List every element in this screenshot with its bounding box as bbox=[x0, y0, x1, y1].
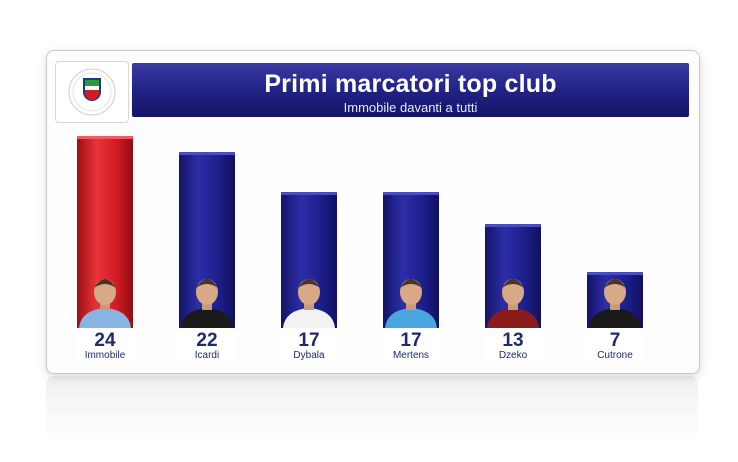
bar-chart bbox=[77, 136, 643, 328]
player-name-label: Dybala bbox=[293, 350, 325, 361]
bar-value-label: 24 bbox=[94, 330, 116, 351]
label-box-dzeko: 13 Dzeko bbox=[484, 330, 542, 361]
label-box-dybala: 17 Dybala bbox=[280, 330, 338, 361]
label-box-cutrone: 7 Cutrone bbox=[586, 330, 644, 361]
bar-value-label: 7 bbox=[609, 330, 621, 351]
player-photo-dzeko bbox=[487, 279, 539, 328]
panel-reflection bbox=[46, 376, 698, 446]
bar-cap-dzeko bbox=[485, 224, 541, 227]
chart-title: Primi marcatori top club bbox=[264, 70, 557, 98]
bar-cap-immobile bbox=[77, 136, 133, 139]
bar-cap-mertens bbox=[383, 192, 439, 195]
player-photo-immobile bbox=[79, 279, 131, 328]
label-box-mertens: 17 Mertens bbox=[382, 330, 440, 361]
player-photo-cutrone bbox=[589, 279, 641, 328]
player-photo-dybala bbox=[283, 279, 335, 328]
bar-value-label: 13 bbox=[502, 330, 524, 351]
player-name-label: Icardi bbox=[194, 350, 220, 361]
serie-a-logo-icon bbox=[68, 68, 116, 116]
chart-subtitle: Immobile davanti a tutti bbox=[343, 100, 478, 115]
label-box-icardi: 22 Icardi bbox=[178, 330, 236, 361]
bar-value-label: 22 bbox=[196, 330, 218, 351]
label-box-immobile: 24 Immobile bbox=[76, 330, 134, 361]
bar-cap-icardi bbox=[179, 152, 235, 155]
serie-a-logo bbox=[55, 61, 129, 123]
bar-value-label: 17 bbox=[298, 330, 320, 351]
player-photo-mertens bbox=[385, 279, 437, 328]
player-name-label: Cutrone bbox=[597, 350, 633, 361]
player-name-label: Immobile bbox=[84, 350, 126, 361]
bar-value-label: 17 bbox=[400, 330, 422, 351]
chart-panel: Primi marcatori top club Immobile davant… bbox=[46, 50, 700, 374]
chart-header: Primi marcatori top club Immobile davant… bbox=[132, 63, 689, 117]
player-name-label: Dzeko bbox=[498, 350, 528, 361]
bar-cap-cutrone bbox=[587, 272, 643, 275]
bar-cap-dybala bbox=[281, 192, 337, 195]
player-photo-icardi bbox=[181, 279, 233, 328]
player-name-label: Mertens bbox=[392, 350, 430, 361]
